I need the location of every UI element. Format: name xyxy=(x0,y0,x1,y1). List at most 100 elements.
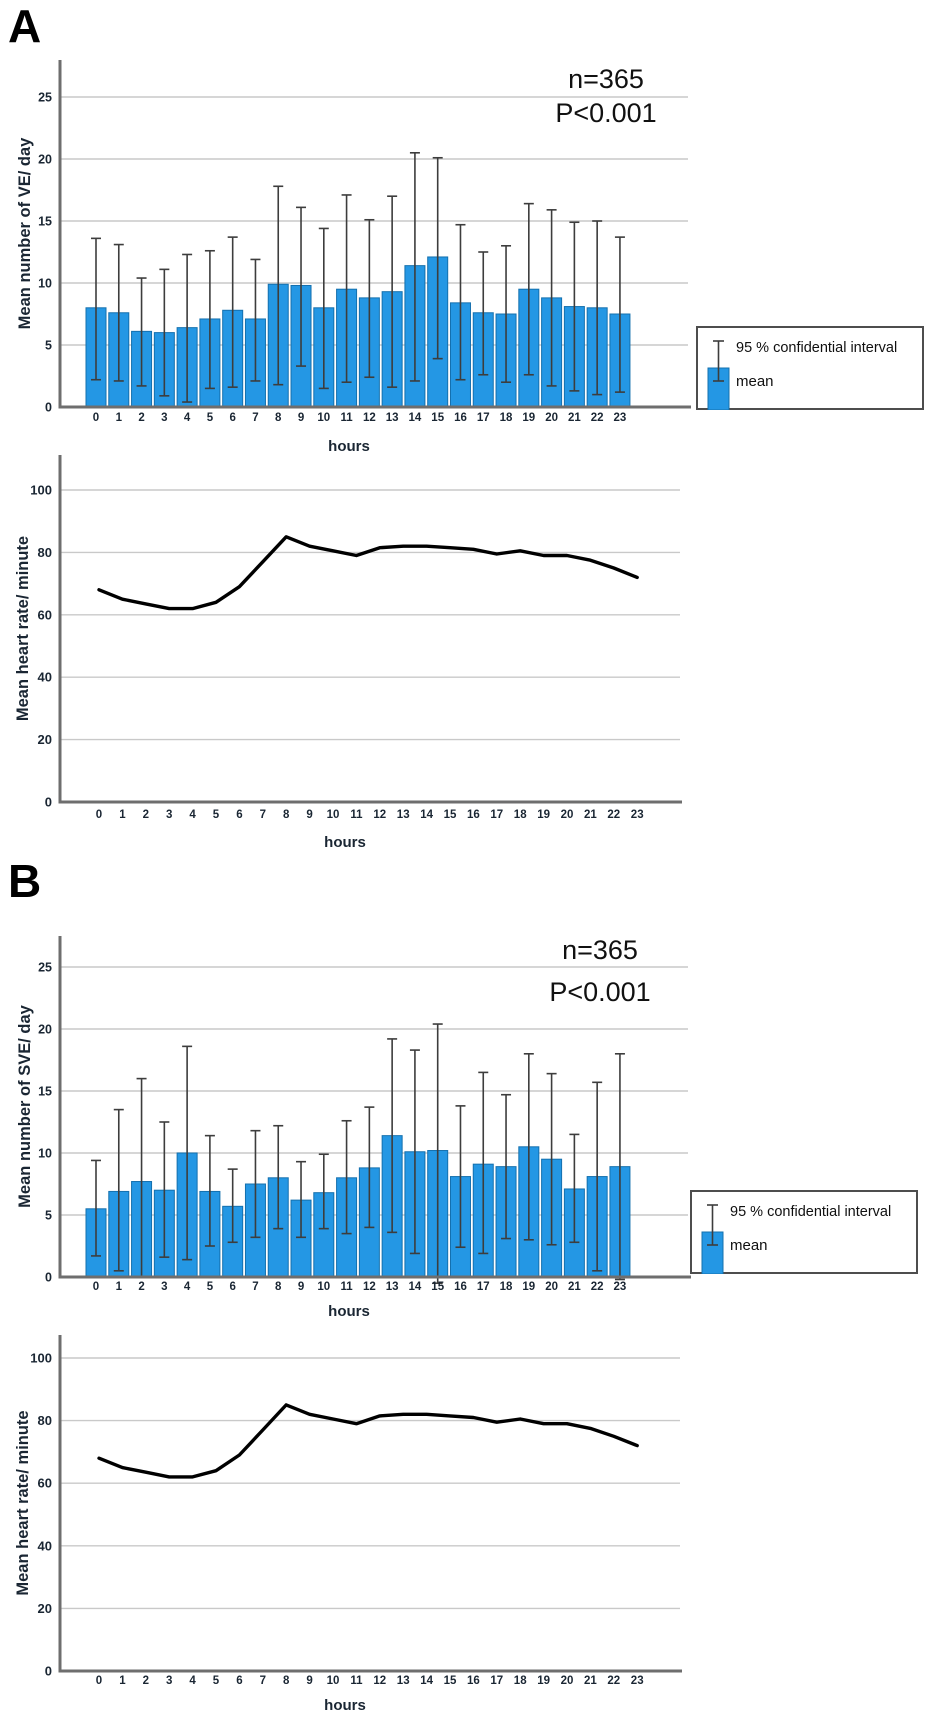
x-tick-label: 2 xyxy=(138,412,144,424)
y-tick-label: 5 xyxy=(45,1209,52,1223)
x-tick-label: 3 xyxy=(161,412,167,424)
x-tick-label: 13 xyxy=(386,1281,399,1293)
x-tick-label: 0 xyxy=(93,1281,99,1293)
x-tick-label: 22 xyxy=(591,1281,604,1293)
x-tick-label: 7 xyxy=(260,809,266,821)
x-tick-label: 8 xyxy=(283,1675,290,1687)
y-tick-label: 25 xyxy=(38,91,52,105)
x-tick-label: 17 xyxy=(490,1675,503,1687)
x-tick-label: 22 xyxy=(607,809,620,821)
x-tick-label: 23 xyxy=(631,1675,644,1687)
x-tick-label: 13 xyxy=(386,412,399,424)
x-tick-label: 20 xyxy=(561,809,574,821)
x-tick-label: 10 xyxy=(327,809,340,821)
x-tick-label: 12 xyxy=(363,412,376,424)
sample-size-annotation: n=365 xyxy=(568,64,644,94)
y-tick-label: 0 xyxy=(45,401,52,415)
x-tick-label: 15 xyxy=(431,1281,444,1293)
x-tick-label: 11 xyxy=(350,1675,363,1687)
y-tick-label: 40 xyxy=(38,1538,52,1553)
x-tick-label: 12 xyxy=(363,1281,376,1293)
x-tick-label: 12 xyxy=(373,809,386,821)
y-tick-label: 20 xyxy=(38,1023,52,1037)
x-tick-label: 11 xyxy=(350,809,363,821)
x-tick-label: 0 xyxy=(93,412,99,424)
x-tick-label: 6 xyxy=(236,1675,242,1687)
x-tick-label: 14 xyxy=(409,412,422,424)
x-tick-label: 21 xyxy=(584,1675,597,1687)
legend-ci-label: 95 % confidential interval xyxy=(736,340,898,356)
x-tick-label: 5 xyxy=(213,809,220,821)
x-tick-label: 22 xyxy=(607,1675,620,1687)
x-tick-label: 1 xyxy=(116,1281,123,1293)
x-tick-label: 19 xyxy=(522,412,535,424)
x-tick-label: 20 xyxy=(561,1675,574,1687)
x-tick-label: 10 xyxy=(317,1281,330,1293)
y-tick-label: 100 xyxy=(30,483,52,498)
x-axis-title: hours xyxy=(324,834,366,851)
x-tick-label: 20 xyxy=(545,412,558,424)
y-tick-label: 0 xyxy=(45,1664,52,1679)
x-tick-label: 4 xyxy=(189,809,196,821)
x-tick-label: 1 xyxy=(119,1675,126,1687)
x-tick-label: 9 xyxy=(306,1675,312,1687)
x-tick-label: 15 xyxy=(444,809,457,821)
x-tick-label: 17 xyxy=(477,412,490,424)
x-tick-label: 14 xyxy=(420,809,433,821)
p-value-annotation: P<0.001 xyxy=(555,98,656,128)
y-tick-label: 20 xyxy=(38,153,52,167)
y-tick-label: 10 xyxy=(38,1147,52,1161)
legend-box-b: 95 % confidential interval mean xyxy=(690,1190,918,1274)
mean-ci-legend-icon xyxy=(707,340,730,410)
legend-box-a: 95 % confidential interval mean xyxy=(696,326,924,410)
x-tick-label: 18 xyxy=(514,1675,527,1687)
x-tick-label: 1 xyxy=(116,412,123,424)
x-tick-label: 21 xyxy=(584,809,597,821)
legend-mean-label: mean xyxy=(730,1237,768,1254)
panel-a-label: A xyxy=(8,0,42,52)
x-tick-label: 10 xyxy=(327,1675,340,1687)
y-axis-title: Mean heart rate/ minute xyxy=(14,1410,32,1595)
x-tick-label: 16 xyxy=(454,1281,467,1293)
x-tick-label: 15 xyxy=(431,412,444,424)
x-tick-label: 7 xyxy=(252,1281,258,1293)
x-tick-label: 23 xyxy=(614,412,627,424)
x-tick-label: 4 xyxy=(184,1281,191,1293)
x-tick-label: 2 xyxy=(143,1675,149,1687)
x-tick-label: 12 xyxy=(373,1675,386,1687)
x-tick-label: 1 xyxy=(119,809,126,821)
x-tick-label: 2 xyxy=(138,1281,144,1293)
y-axis-title: Mean number of SVE/ day xyxy=(16,1004,34,1207)
x-tick-label: 2 xyxy=(143,809,149,821)
y-tick-label: 60 xyxy=(38,607,52,622)
y-axis-title: Mean number of VE/ day xyxy=(16,137,34,329)
x-tick-label: 8 xyxy=(275,1281,282,1293)
y-tick-label: 40 xyxy=(38,670,52,685)
x-tick-label: 14 xyxy=(420,1675,433,1687)
x-tick-label: 18 xyxy=(500,1281,513,1293)
x-tick-label: 10 xyxy=(317,412,330,424)
x-axis-title: hours xyxy=(324,1697,366,1714)
x-tick-label: 7 xyxy=(260,1675,266,1687)
x-tick-label: 3 xyxy=(166,1675,172,1687)
legend-ci-label: 95 % confidential interval xyxy=(730,1204,892,1220)
heart-rate-line xyxy=(97,1403,639,1479)
y-tick-label: 80 xyxy=(38,545,52,560)
heart-rate-line xyxy=(97,535,639,611)
x-tick-label: 6 xyxy=(229,1281,235,1293)
x-tick-label: 0 xyxy=(96,1675,102,1687)
x-tick-label: 11 xyxy=(340,1281,353,1293)
x-tick-label: 9 xyxy=(306,809,312,821)
x-tick-label: 4 xyxy=(189,1675,196,1687)
x-tick-label: 6 xyxy=(229,412,235,424)
x-tick-label: 17 xyxy=(490,809,503,821)
x-tick-label: 7 xyxy=(252,412,258,424)
y-axis-title: Mean heart rate/ minute xyxy=(14,536,32,721)
y-tick-label: 0 xyxy=(45,1271,52,1285)
x-axis-title: hours xyxy=(328,438,370,455)
x-tick-label: 4 xyxy=(184,412,191,424)
